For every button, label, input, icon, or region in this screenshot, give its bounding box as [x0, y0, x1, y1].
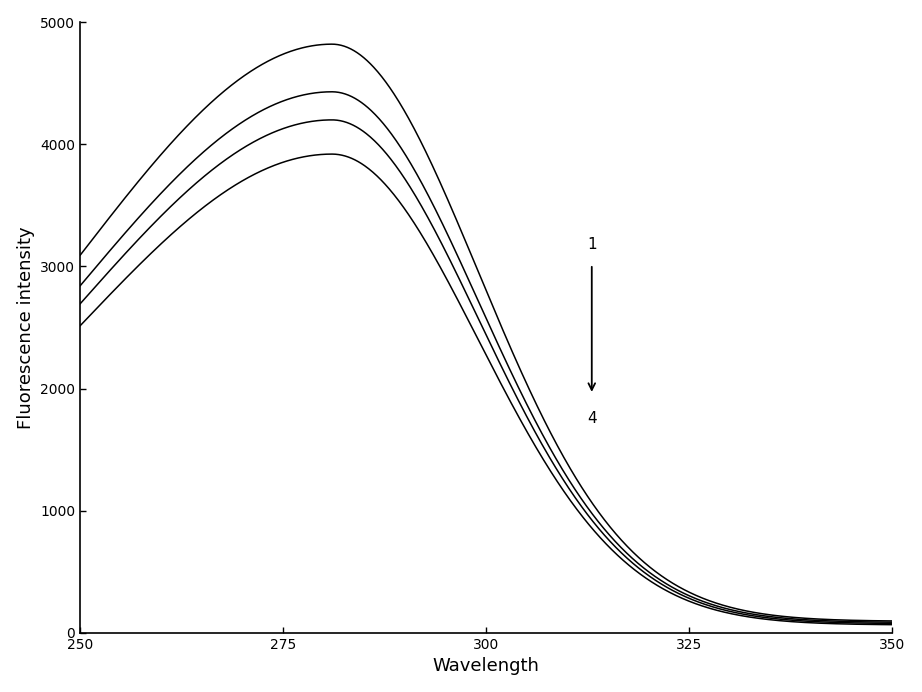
Y-axis label: Fluorescence intensity: Fluorescence intensity [17, 226, 35, 429]
X-axis label: Wavelength: Wavelength [432, 657, 539, 675]
Text: 4: 4 [587, 410, 597, 426]
Text: 1: 1 [587, 237, 597, 252]
